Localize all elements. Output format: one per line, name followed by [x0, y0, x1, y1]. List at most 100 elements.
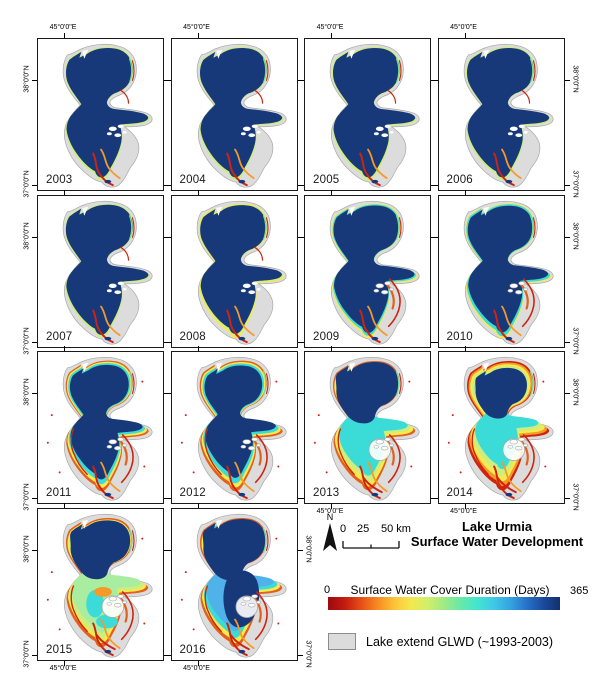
graticule-tick: [299, 236, 304, 238]
graticule-tick: [165, 185, 171, 186]
graticule-tick: [165, 80, 171, 81]
graticule-tick: [564, 393, 570, 394]
graticule-tick: [432, 341, 438, 343]
graticule-tick: [299, 185, 304, 186]
graticule-tick: [299, 80, 304, 81]
graticule-tick: [432, 236, 438, 238]
year-label-2012: 2012: [179, 487, 206, 499]
graticule-tick: [299, 341, 304, 343]
graticule-tick: [432, 498, 438, 499]
lon-label: 45°0'0"E: [183, 664, 210, 672]
year-label-2011: 2011: [46, 487, 72, 499]
map-panel-2016: 2016: [165, 502, 303, 666]
lat-label: 38°0'0"N: [571, 65, 578, 93]
map-2010: [463, 200, 554, 345]
year-label-2007: 2007: [46, 330, 73, 343]
graticule-tick: [64, 189, 65, 195]
graticule-tick: [297, 549, 303, 551]
map-2014: [447, 356, 554, 501]
lat-label: 37°0'0"N: [571, 483, 578, 511]
graticule-tick: [32, 80, 37, 81]
graticule-tick: [64, 33, 65, 38]
year-label-2005: 2005: [313, 174, 340, 186]
figure-title-line1: Lake Urmia: [461, 519, 533, 534]
graticule-tick: [464, 346, 466, 351]
map-panel-2009: 2009: [299, 189, 436, 353]
map-panel-2011: 2011: [32, 346, 169, 509]
graticule-tick: [299, 498, 304, 499]
map-panel-2006: 2006: [432, 33, 570, 196]
lon-label: 45°0'0"E: [49, 24, 77, 31]
scalebar-50: 50 km: [381, 523, 411, 535]
map-cell-2008: 2008: [165, 189, 303, 353]
map-2016: [180, 513, 287, 658]
graticule-tick: [464, 189, 466, 195]
graticule-tick: [165, 236, 171, 238]
map-2007: [62, 200, 153, 345]
map-cell-2007: 2007 38°0'0"N 37°0'0"N: [24, 189, 169, 354]
graticule-tick: [165, 498, 171, 499]
year-label-2008: 2008: [179, 330, 206, 343]
lon-label: 45°0'0"E: [183, 24, 210, 31]
map-cell-2004: 2004 45°0'0"E: [165, 24, 303, 196]
year-label-2010: 2010: [446, 330, 473, 343]
graticule-tick: [32, 341, 37, 343]
year-label-2014: 2014: [446, 487, 473, 499]
graticule-tick: [299, 393, 304, 394]
map-2011: [46, 356, 153, 501]
graticule-tick: [64, 502, 65, 508]
map-panel-2003: 2003: [32, 33, 169, 196]
lat-label: 37°0'0"N: [571, 326, 578, 355]
lat-label: 37°0'0"N: [23, 170, 31, 198]
lat-label: 37°0'0"N: [571, 170, 578, 198]
lat-label: 38°0'0"N: [23, 221, 31, 250]
graticule-tick: [165, 393, 171, 394]
graticule-tick: [331, 33, 332, 38]
scalebar-icon: [342, 541, 400, 549]
year-label-2009: 2009: [313, 330, 340, 343]
figure-title: Lake Urmia Surface Water Development: [400, 519, 594, 549]
map-panel-2013: 2013: [299, 346, 436, 509]
map-2015: [46, 513, 153, 658]
graticule-tick: [165, 549, 171, 551]
graticule-tick: [432, 80, 438, 81]
scalebar-25: 25: [357, 523, 370, 535]
map-cell-2012: 2012: [165, 346, 303, 509]
year-label-2015: 2015: [46, 643, 73, 656]
graticule-tick: [165, 654, 171, 656]
map-cell-2003: 2003 45°0'0"E 38°0'0"N 37°0'0"N: [24, 24, 169, 198]
map-2012: [180, 356, 287, 501]
lat-label: 38°0'0"N: [571, 378, 578, 406]
lat-label: 38°0'0"N: [571, 221, 578, 250]
graticule-tick: [564, 236, 570, 238]
map-2008: [196, 200, 287, 345]
map-panel-2007: 2007: [32, 189, 169, 353]
graticule-tick: [197, 189, 199, 195]
lat-label: 38°0'0"N: [23, 534, 31, 563]
graticule-tick: [432, 185, 438, 186]
graticule-tick: [464, 33, 466, 38]
graticule-tick: [32, 654, 37, 656]
graticule-tick: [32, 236, 37, 238]
year-label-2013: 2013: [313, 487, 340, 499]
colorbar-min-label: 0: [324, 584, 331, 596]
graticule-tick: [197, 660, 199, 666]
graticule-tick: [32, 393, 37, 394]
graticule-tick: [32, 498, 37, 499]
graticule-tick: [564, 498, 570, 499]
north-arrow-icon: [323, 523, 337, 551]
map-cell-2016: 2016 45°0'0"E 38°0'0"N 37°0'0"N: [165, 502, 311, 672]
lat-label: 37°0'0"N: [23, 326, 31, 355]
graticule-tick: [564, 185, 570, 186]
map-cell-2010: 2010 38°0'0"N 37°0'0"N: [432, 189, 578, 354]
graticule-tick: [32, 549, 37, 551]
graticule-tick: [331, 504, 332, 509]
scalebar-0: 0: [340, 523, 347, 535]
colorbar-max-label: 365: [570, 585, 589, 597]
graticule-tick: [32, 185, 37, 186]
map-2003: [62, 43, 153, 188]
colorbar-ramp: [328, 597, 560, 610]
map-2009: [329, 200, 420, 345]
map-panel-2005: 2005: [299, 33, 436, 196]
glwd-extent-swatch: [328, 633, 356, 650]
